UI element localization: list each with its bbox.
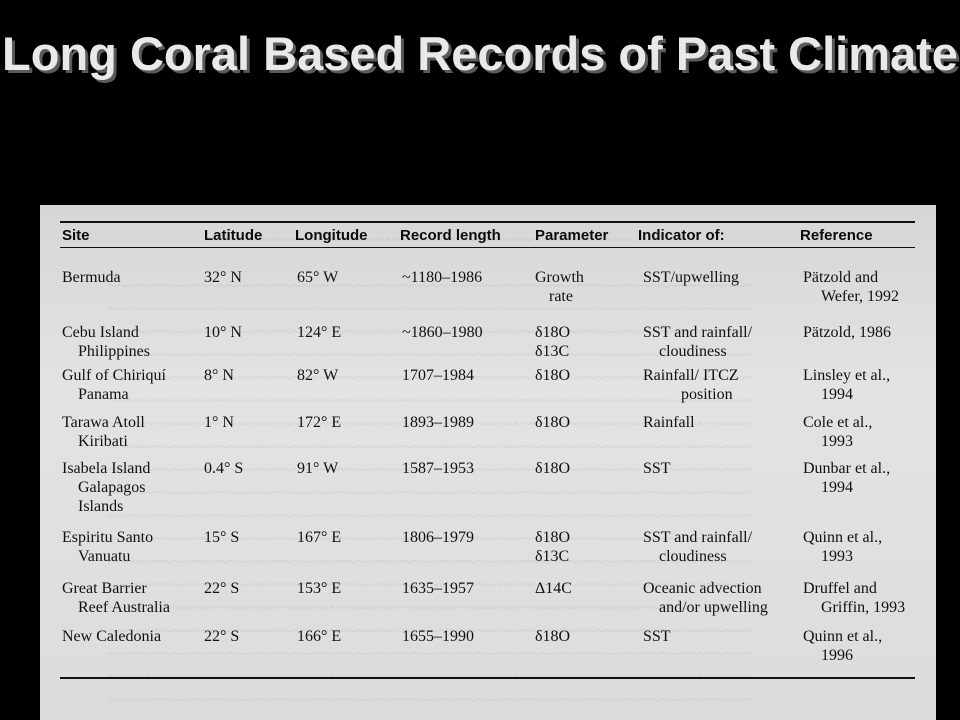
site-cell: Bermuda [62,269,121,286]
table-top-rule [60,221,915,223]
site-cell: Espiritu Santo [62,529,154,546]
parameter-cell: Δ14C [535,580,572,597]
reference-cell: Griffin, 1993 [821,599,906,616]
longitude-cell: 172° E [297,414,342,431]
reference-cell: 1996 [821,647,853,664]
site-cell: New Caledonia [62,628,162,645]
record-length-cell: ~1180–1986 [402,269,483,286]
latitude-cell: 1° N [204,414,234,431]
reference-cell: Pätzold and [803,269,879,286]
record-length-cell: 1806–1979 [402,529,474,546]
site-cell: Vanuatu [78,548,131,565]
scanned-table-image: ~~~~~~~~~~~~~~~~~~~~~~~~~~~~~~~~~~~~~~~~… [40,205,936,720]
parameter-cell: δ18O [535,460,571,477]
indicator-cell: and/or upwelling [659,599,768,616]
indicator-cell: SST/upwelling [643,269,740,286]
header-parameter: Parameter [535,227,609,244]
site-cell: Cebu Island [62,324,139,341]
site-cell: Tarawa Atoll [62,414,145,431]
parameter-cell: δ18O [535,324,571,341]
header-longitude: Longitude [295,227,368,244]
header-reference: Reference [800,227,873,244]
reference-cell: Wefer, 1992 [821,288,900,305]
site-cell: Galapagos [78,479,146,496]
indicator-cell: cloudiness [659,548,727,565]
record-length-cell: 1655–1990 [402,628,474,645]
record-length-cell: 1893–1989 [402,414,474,431]
reference-cell: Quinn et al., [803,529,883,546]
record-length-cell: 1635–1957 [402,580,474,597]
reference-cell: 1994 [821,479,853,496]
longitude-cell: 167° E [297,529,342,546]
header-indicator: Indicator of: [638,227,725,244]
parameter-cell: δ18O [535,628,571,645]
latitude-cell: 22° S [204,580,240,597]
reference-cell: Pätzold, 1986 [803,324,891,341]
site-cell: Great Barrier [62,580,147,597]
longitude-cell: 153° E [297,580,342,597]
header-latitude: Latitude [204,227,263,244]
latitude-cell: 8° N [204,367,234,384]
site-cell: Reef Australia [78,599,170,616]
site-cell: Islands [78,498,124,515]
reference-cell: Cole et al., [803,414,873,431]
longitude-cell: 65° W [297,269,339,286]
bleed-through-text: ~~~~~~~~~~~~~~~~~~~~~~~~~~~~~~~~~~~~~~~~… [61,230,806,720]
parameter-cell: rate [549,288,573,305]
header-record-length: Record length [400,227,501,244]
reference-cell: 1993 [821,433,853,450]
reference-cell: Druffel and [803,580,877,597]
latitude-cell: 0.4° S [204,460,244,477]
parameter-cell: δ18O [535,414,571,431]
longitude-cell: 166° E [297,628,342,645]
latitude-cell: 10° N [204,324,242,341]
parameter-cell: δ13C [535,343,570,360]
indicator-cell: position [681,386,733,403]
indicator-cell: SST and rainfall/ [643,529,753,546]
site-cell: Isabela Island [62,460,151,477]
table-header-rule [60,247,915,248]
site-cell: Gulf of Chiriquí [62,367,166,384]
indicator-cell: Oceanic advection [643,580,762,597]
longitude-cell: 124° E [297,324,342,341]
table-bottom-rule [60,677,915,679]
site-cell: Kiribati [78,433,128,450]
record-length-cell: 1587–1953 [402,460,474,477]
indicator-cell: Rainfall [643,414,695,431]
indicator-cell: cloudiness [659,343,727,360]
record-length-cell: 1707–1984 [402,367,474,384]
longitude-cell: 82° W [297,367,339,384]
reference-cell: 1993 [821,548,853,565]
indicator-cell: SST [643,460,671,477]
parameter-cell: δ18O [535,367,571,384]
site-cell: Panama [78,386,129,403]
header-site: Site [62,227,90,244]
longitude-cell: 91° W [297,460,339,477]
reference-cell: Linsley et al., [803,367,891,384]
indicator-cell: SST [643,628,671,645]
parameter-cell: δ18O [535,529,571,546]
reference-cell: 1994 [821,386,853,403]
indicator-cell: SST and rainfall/ [643,324,753,341]
slide-title: Long Coral Based Records of Past Climate [2,27,958,80]
parameter-cell: δ13C [535,548,570,565]
reference-cell: Quinn et al., [803,628,883,645]
parameter-cell: Growth [535,269,584,286]
latitude-cell: 15° S [204,529,240,546]
record-length-cell: ~1860–1980 [402,324,483,341]
latitude-cell: 22° S [204,628,240,645]
latitude-cell: 32° N [204,269,242,286]
reference-cell: Dunbar et al., [803,460,891,477]
site-cell: Philippines [78,343,151,360]
indicator-cell: Rainfall/ ITCZ [643,367,739,384]
